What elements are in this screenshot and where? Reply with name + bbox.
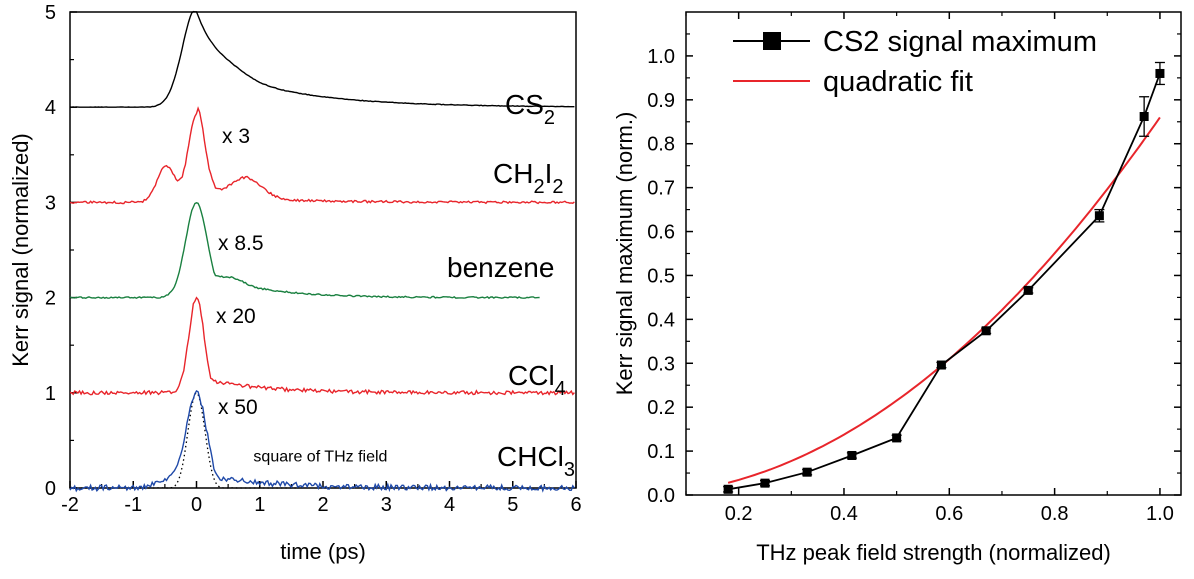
data-point xyxy=(892,433,902,443)
series-label-chcl3: CHCl3 xyxy=(497,441,575,481)
x-tick-label: 0 xyxy=(191,494,202,516)
scale-factor-ccl4: x 20 xyxy=(216,305,256,328)
annotation-text: square of THz field xyxy=(253,448,387,465)
y-tick-label: 0.6 xyxy=(647,222,675,244)
x-tick-label: 0.4 xyxy=(830,503,858,525)
y-tick-label: 4 xyxy=(45,97,56,119)
y-tick-label: 0.8 xyxy=(647,134,675,156)
x-tick-label: 4 xyxy=(444,494,455,516)
legend-label-fit: quadratic fit xyxy=(823,66,973,98)
y-tick-label: 0.5 xyxy=(647,265,675,287)
x-tick-label: 5 xyxy=(507,494,518,516)
x-tick-label: 6 xyxy=(570,494,581,516)
y-tick-label: 1 xyxy=(45,383,56,405)
y-tick-label: 0 xyxy=(45,478,56,500)
data-line xyxy=(727,73,1161,491)
y-tick-label: 1.0 xyxy=(647,46,675,68)
scale-factor-benzene: x 8.5 xyxy=(218,232,264,255)
data-point xyxy=(981,326,991,336)
series-label-benzene: benzene xyxy=(447,252,554,283)
series-label-cs2: CS2 xyxy=(505,89,555,129)
data-point xyxy=(1155,68,1165,78)
x-tick-label: 1 xyxy=(254,494,265,516)
y-tick-label: 0.2 xyxy=(647,397,675,419)
data-point xyxy=(1139,112,1149,122)
y-tick-label: 2 xyxy=(45,288,56,310)
series-line-benzene xyxy=(69,202,540,300)
scale-factor-chcl3: x 50 xyxy=(218,396,258,419)
data-point xyxy=(1023,285,1033,295)
x-tick-label: 0.8 xyxy=(1041,503,1069,525)
y-axis-title: Kerr signal (normalized) xyxy=(8,133,33,367)
series-label-ccl4: CCl4 xyxy=(508,360,566,400)
plot-frame xyxy=(69,11,577,489)
y-tick-label: 0.7 xyxy=(647,178,675,200)
y-tick-label: 0.1 xyxy=(647,441,675,463)
left-chart: -2 -1 0 1 2 3 4 5 6 0 1 2 3 4 5 time (ps) Kerr signal (n… xyxy=(8,2,582,564)
x-tick-label: 3 xyxy=(381,494,392,516)
thz-square-curve xyxy=(76,391,297,489)
series-line-chcl3 xyxy=(69,389,575,493)
series-line-ch2i2 xyxy=(69,106,575,205)
series-line-cs2 xyxy=(69,10,575,108)
series-label-ch2i2: CH2I2 xyxy=(493,158,563,198)
data-point xyxy=(847,450,857,460)
data-point xyxy=(723,484,733,494)
scale-factor-ch2i2: x 3 xyxy=(222,125,250,148)
y-tick-label: 0.9 xyxy=(647,90,675,112)
right-chart: 0.2 0.4 0.6 0.8 1.0 0.0 0.1 0.2 0.3 0.4 0.5 0.6 0.7 0… xyxy=(612,11,1182,565)
y-tick-label: 0.4 xyxy=(647,309,675,331)
data-point xyxy=(802,467,812,477)
y-tick-label: 5 xyxy=(45,2,56,24)
x-tick-label: 2 xyxy=(317,494,328,516)
data-point xyxy=(760,478,770,488)
x-axis-title: time (ps) xyxy=(280,539,366,564)
legend-marker-square xyxy=(763,32,781,50)
x-tick-label: -1 xyxy=(124,494,142,516)
data-point xyxy=(1094,211,1104,221)
legend: CS2 signal maximum quadratic fit xyxy=(733,26,1097,98)
series-line-ccl4 xyxy=(69,296,575,396)
x-tick-label: -2 xyxy=(61,494,79,516)
fit-curve xyxy=(727,116,1161,484)
y-tick-label: 0.3 xyxy=(647,353,675,375)
y-tick-label: 3 xyxy=(45,192,56,214)
x-axis-title: THz peak field strength (normalized) xyxy=(756,540,1111,565)
x-tick-label: 0.6 xyxy=(935,503,963,525)
legend-label-data: CS2 signal maximum xyxy=(823,26,1097,58)
x-tick-label: 0.2 xyxy=(725,503,753,525)
data-point xyxy=(936,360,946,370)
x-tick-label: 1.0 xyxy=(1146,503,1174,525)
y-axis-title: Kerr signal maximum (norm.) xyxy=(612,112,637,396)
y-tick-label: 0.0 xyxy=(647,485,675,507)
